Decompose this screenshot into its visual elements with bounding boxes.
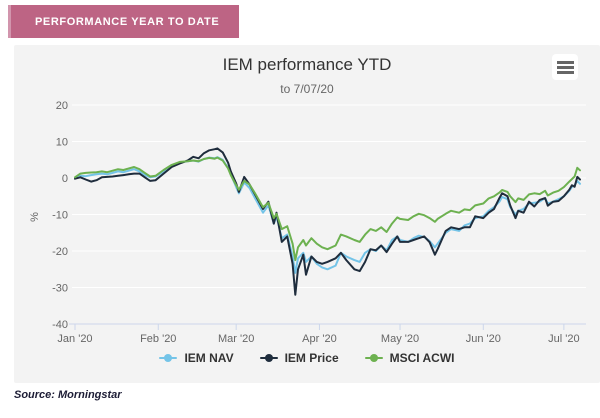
hamburger-icon (556, 70, 574, 74)
performance-ytd-badge: PERFORMANCE YEAR TO DATE (8, 5, 240, 38)
series-line-iem-nav (74, 156, 581, 274)
chart-title: IEM performance YTD (222, 55, 392, 74)
legend-label: IEM Price (284, 351, 339, 365)
series-line-msci-acwi (74, 156, 581, 262)
x-tick-label: Jun '20 (466, 333, 501, 345)
y-tick-label: 10 (56, 137, 68, 149)
legend-label: IEM NAV (184, 351, 234, 365)
y-tick-label: -20 (52, 246, 68, 258)
chart-subtitle: to 7/07/20 (280, 82, 334, 96)
y-tick-label: -40 (52, 319, 68, 331)
chart-card: IEM performance YTD to 7/07/20 20 10 0 -10 -… (14, 45, 600, 383)
series-line-iem-price (74, 147, 581, 296)
x-tick-label: Apr '20 (302, 333, 337, 345)
legend-item-iem-price[interactable]: IEM Price (259, 351, 339, 365)
y-tick-label: -30 (52, 283, 68, 295)
chart-legend: IEM NAV IEM Price MSCI ACWI (14, 351, 600, 365)
x-tick-label: Jan '20 (57, 333, 92, 345)
y-tick-label: 20 (56, 100, 68, 112)
performance-chart-plot: 20 10 0 -10 -20 -30 -40 Jan '20 Feb '20 Mar '20 Ap… (29, 100, 586, 345)
y-tick-label: 0 (62, 173, 68, 185)
export-menu-button[interactable] (552, 54, 578, 80)
hamburger-icon (556, 60, 574, 64)
y-tick-label: -10 (52, 210, 68, 222)
legend-line-dot-icon (159, 354, 178, 362)
badge-label: PERFORMANCE YEAR TO DATE (35, 15, 220, 28)
x-tick-label: Mar '20 (218, 333, 254, 345)
legend-label: MSCI ACWI (389, 351, 455, 365)
legend-item-iem-nav[interactable]: IEM NAV (159, 351, 234, 365)
legend-line-dot-icon (364, 354, 383, 362)
x-tick-label: Jul '20 (548, 333, 579, 345)
legend-item-msci-acwi[interactable]: MSCI ACWI (364, 351, 455, 365)
x-tick-label: May '20 (381, 333, 419, 345)
legend-line-dot-icon (259, 354, 278, 362)
hamburger-icon (556, 65, 574, 69)
source-attribution: Source: Morningstar (14, 389, 122, 401)
x-tick-label: Feb '20 (140, 333, 176, 345)
y-axis-title: % (29, 212, 41, 222)
